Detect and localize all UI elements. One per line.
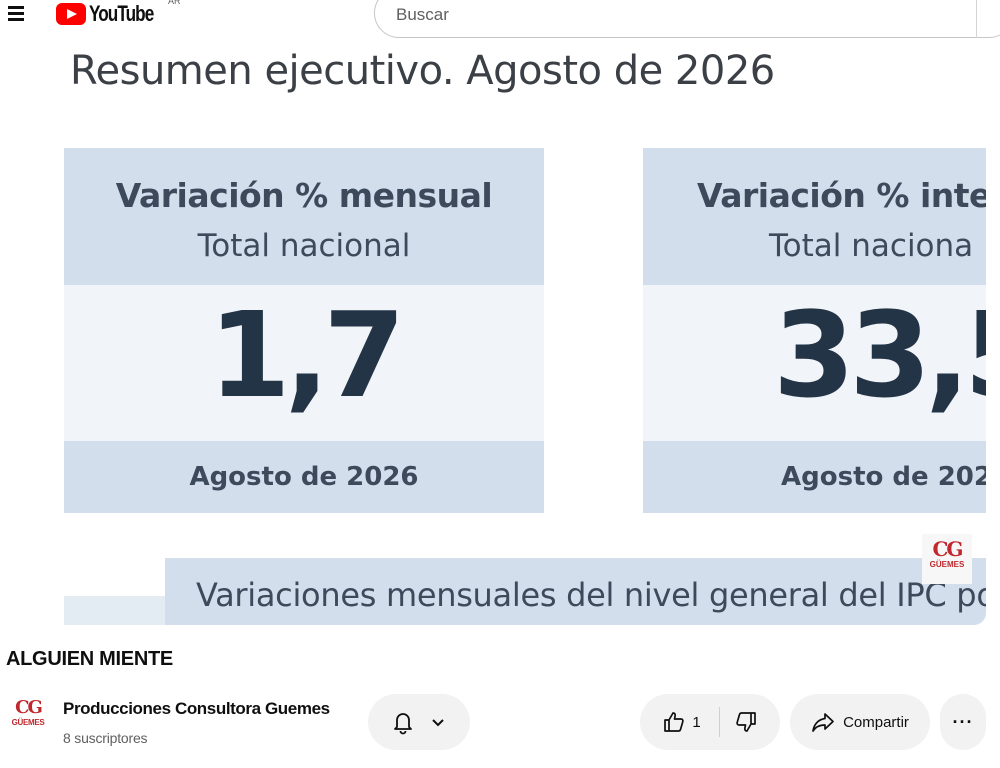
card-value: 33,5 <box>773 286 986 424</box>
card-body <box>643 285 986 441</box>
card-subtitle: Total nacional <box>197 228 411 264</box>
like-divider <box>718 707 720 737</box>
ipc-banner <box>165 558 986 625</box>
channel-name[interactable]: Producciones Consultora Guemes <box>63 699 330 718</box>
channel-avatar[interactable]: CG GÜEMES <box>8 698 48 742</box>
card-date: Agosto de 2026 <box>189 462 419 492</box>
like-count: 1 <box>692 713 701 731</box>
country-code: AR <box>168 0 181 6</box>
search-box[interactable] <box>374 0 1000 38</box>
card-title: Variación % interc <box>697 176 986 215</box>
card-header <box>643 148 986 285</box>
subscriber-count: 8 suscriptores <box>63 730 148 746</box>
watermark-logo: CG <box>932 537 964 561</box>
watermark-text: GÜEMES <box>929 560 965 569</box>
more-icon: ··· <box>952 711 974 732</box>
yearly-variation-card: Variación % interc Total naciona 33,5 Ag… <box>643 148 986 513</box>
slide-title: Resumen ejecutivo. Agosto de 2026 <box>70 48 775 94</box>
logo-text: YouTube <box>89 1 154 26</box>
video-title: ALGUIEN MIENTE <box>6 648 173 670</box>
youtube-logo[interactable]: YouTube <box>56 0 171 28</box>
monthly-variation-card: Variación % mensual Total nacional 1,7 A… <box>64 148 544 513</box>
top-bar: YouTube AR <box>0 0 1000 46</box>
card-date: Agosto de 2026 <box>781 462 986 492</box>
more-actions-button[interactable]: ··· <box>940 694 986 750</box>
share-label: Compartir <box>843 713 909 731</box>
search-input[interactable] <box>394 2 958 28</box>
card-footer <box>64 441 544 513</box>
menu-icon[interactable] <box>6 2 26 24</box>
card-value: 1,7 <box>208 286 405 424</box>
bell-icon <box>394 713 412 735</box>
share-button[interactable]: Compartir <box>790 694 930 750</box>
ipc-banner-text: Variaciones mensuales del nivel general … <box>196 576 986 614</box>
card-header <box>64 148 544 285</box>
avatar-text: GÜEMES <box>11 718 45 727</box>
thumbs-up-icon[interactable] <box>662 710 686 734</box>
search-divider <box>976 0 977 38</box>
banner-left-block <box>64 596 166 625</box>
channel-watermark[interactable]: CG GÜEMES <box>922 534 972 584</box>
share-icon <box>812 713 834 732</box>
notifications-button[interactable] <box>368 694 470 750</box>
avatar-logo: CG <box>15 697 43 718</box>
card-footer <box>643 441 986 513</box>
thumbs-down-icon[interactable] <box>734 710 758 734</box>
chevron-down-icon <box>432 719 444 727</box>
youtube-logo-icon <box>56 3 86 25</box>
card-body <box>64 285 544 441</box>
video-player[interactable]: Resumen ejecutivo. Agosto de 2026 Variac… <box>0 40 986 625</box>
card-subtitle: Total naciona <box>769 228 974 264</box>
card-title: Variación % mensual <box>115 176 493 215</box>
like-dislike-group: 1 <box>640 694 780 750</box>
